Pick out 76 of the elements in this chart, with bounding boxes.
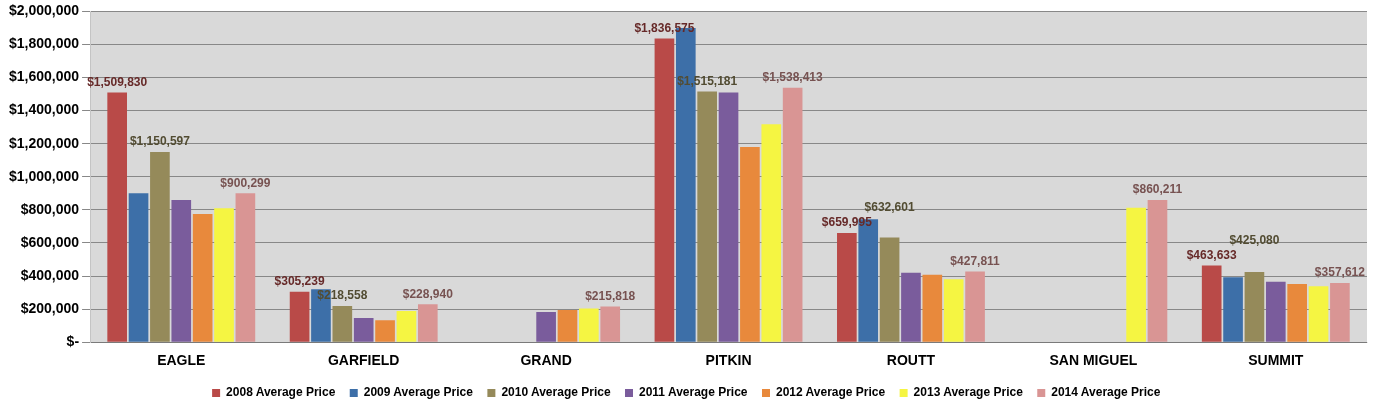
bar bbox=[1308, 286, 1329, 342]
y-tick-label: $400,000 bbox=[20, 266, 80, 283]
x-tick-label: PITKIN bbox=[705, 352, 752, 369]
bar bbox=[600, 306, 621, 342]
bar bbox=[536, 311, 556, 342]
bar bbox=[214, 208, 234, 342]
x-tick-label: SAN MIGUEL bbox=[1049, 352, 1138, 369]
bar bbox=[289, 291, 310, 342]
legend-label: 2013 Average Price bbox=[913, 385, 1024, 400]
data-label: $215,818 bbox=[585, 288, 636, 303]
bar bbox=[1201, 265, 1222, 342]
data-label: $425,080 bbox=[1229, 232, 1280, 247]
data-label: $305,239 bbox=[274, 274, 325, 289]
bar bbox=[1265, 281, 1286, 342]
bar bbox=[782, 87, 803, 342]
bar bbox=[396, 311, 417, 342]
bar bbox=[353, 318, 374, 342]
bar bbox=[761, 124, 782, 342]
bar bbox=[171, 199, 192, 342]
bar bbox=[697, 91, 717, 342]
y-tick-label: $1,200,000 bbox=[8, 134, 80, 151]
y-tick-label: $1,600,000 bbox=[8, 68, 80, 85]
x-tick-label: GRAND bbox=[520, 352, 572, 369]
bar bbox=[557, 310, 578, 342]
bar bbox=[740, 147, 760, 342]
bar bbox=[128, 193, 149, 342]
bar bbox=[192, 214, 213, 342]
y-tick-label: $2,000,000 bbox=[8, 2, 80, 19]
bar bbox=[718, 92, 739, 342]
data-label: $632,601 bbox=[864, 200, 915, 215]
bar bbox=[1287, 283, 1307, 342]
legend-label: 2010 Average Price bbox=[501, 385, 611, 400]
data-label: $1,509,830 bbox=[87, 74, 148, 89]
bar bbox=[235, 193, 256, 342]
data-label: $1,150,597 bbox=[129, 134, 191, 149]
bar bbox=[654, 38, 675, 342]
y-tick-label: $600,000 bbox=[20, 233, 80, 250]
data-label: $463,633 bbox=[1186, 247, 1238, 262]
bar bbox=[1126, 207, 1146, 342]
legend-label: 2009 Average Price bbox=[363, 385, 474, 400]
bar bbox=[879, 237, 900, 342]
data-label: $427,811 bbox=[950, 253, 1001, 268]
bar bbox=[1223, 277, 1243, 342]
bar bbox=[965, 271, 985, 342]
y-tick-label: $200,000 bbox=[20, 299, 80, 316]
legend-label: 2011 Average Price bbox=[639, 385, 748, 400]
bar bbox=[943, 279, 964, 342]
x-tick-label: GARFIELD bbox=[327, 352, 400, 369]
legend-label: 2014 Average Price bbox=[1051, 385, 1161, 400]
bar bbox=[150, 151, 170, 342]
legend-label: 2012 Average Price bbox=[775, 385, 886, 400]
bar bbox=[1330, 283, 1350, 342]
x-tick-label: SUMMIT bbox=[1248, 352, 1304, 369]
data-label: $228,940 bbox=[402, 286, 454, 301]
bar bbox=[579, 308, 599, 342]
bar bbox=[837, 233, 857, 342]
bar bbox=[332, 306, 353, 342]
x-tick-label: EAGLE bbox=[157, 352, 206, 369]
bar bbox=[922, 274, 943, 342]
y-tick-label: $1,400,000 bbox=[8, 101, 80, 118]
y-tick-label: $- bbox=[66, 333, 80, 350]
bar bbox=[1147, 199, 1168, 342]
bar bbox=[901, 272, 921, 342]
bar bbox=[1244, 271, 1265, 342]
x-tick-label: ROUTT bbox=[886, 352, 936, 369]
bar bbox=[417, 304, 438, 342]
legend-label: 2008 Average Price bbox=[226, 385, 336, 400]
data-label: $860,211 bbox=[1132, 182, 1183, 197]
bar bbox=[107, 92, 127, 342]
data-label: $357,612 bbox=[1314, 265, 1366, 280]
y-tick-label: $800,000 bbox=[20, 200, 80, 217]
data-label: $900,299 bbox=[220, 175, 271, 190]
data-label: $1,836,575 bbox=[634, 20, 695, 35]
bar bbox=[375, 320, 395, 342]
y-tick-label: $1,800,000 bbox=[8, 35, 80, 52]
y-tick-label: $1,000,000 bbox=[8, 167, 80, 184]
